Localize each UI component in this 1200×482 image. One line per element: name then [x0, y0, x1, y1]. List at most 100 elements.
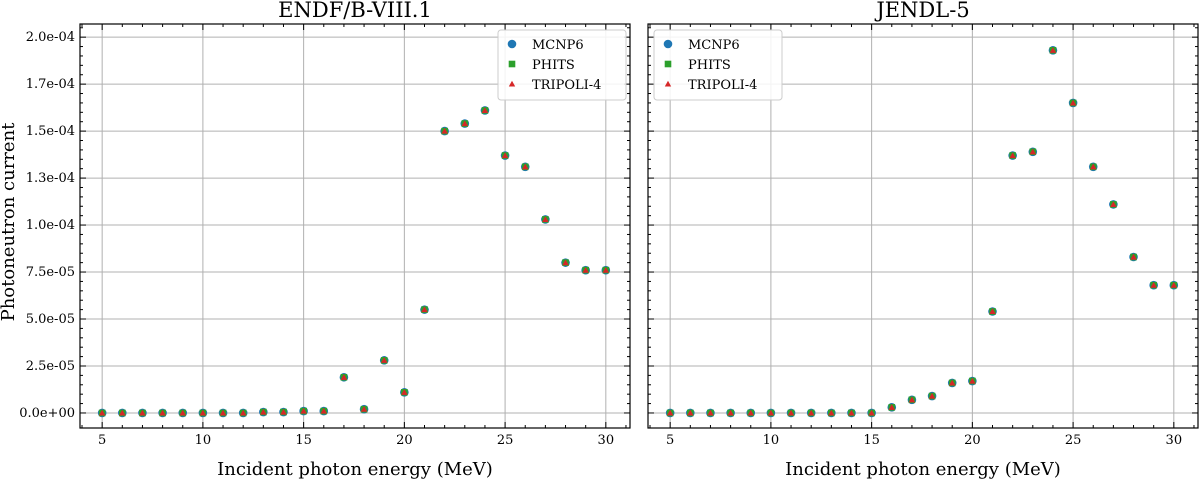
axes-frame	[79, 23, 631, 429]
series-phits	[98, 107, 610, 417]
y-tick-label: 1.5e-04	[26, 124, 75, 139]
data-point	[666, 409, 674, 416]
data-point	[1069, 99, 1077, 106]
data-point	[159, 409, 166, 416]
legend: MCNP6 PHITS TRIPOLI-4	[497, 29, 627, 101]
x-tick-label: 10	[195, 433, 212, 448]
legend-marker	[664, 80, 672, 87]
legend-marker	[663, 39, 673, 49]
y-axis-label: Photoneutron current	[0, 122, 19, 322]
x-tick-label: 30	[1166, 433, 1183, 448]
data-point	[219, 409, 227, 416]
data-point	[562, 259, 569, 266]
data-point	[888, 404, 895, 410]
x-tick-label: 25	[497, 433, 514, 448]
x-axis-label: Incident photon energy (MeV)	[785, 459, 1061, 480]
data-point	[522, 163, 529, 170]
legend-marker	[508, 80, 516, 87]
data-point	[727, 409, 734, 416]
data-point	[501, 152, 509, 159]
legend-marker	[664, 60, 672, 68]
data-point	[787, 409, 795, 416]
y-tick-label: 7.5e-05	[26, 265, 75, 280]
y-tick-label: 1.0e-04	[26, 218, 75, 233]
data-point	[1130, 253, 1137, 260]
x-tick-label: 15	[863, 433, 880, 448]
data-point	[360, 406, 368, 412]
y-tick-label: 0.0e+00	[19, 406, 75, 421]
series-mcnp6	[97, 106, 611, 418]
x-tick-label: 5	[666, 433, 674, 448]
data-point	[139, 409, 146, 416]
data-point	[868, 409, 875, 416]
data-point	[1049, 47, 1057, 53]
legend-label: PHITS	[532, 58, 575, 73]
x-tick-label: 20	[964, 433, 981, 448]
legend-label: TRIPOLI-4	[688, 78, 757, 93]
series-tripoli-4	[98, 107, 610, 416]
data-point	[989, 308, 996, 315]
legend-box	[653, 29, 783, 101]
panel-jendl: 5 10 15 20 25 30 JENDL-5 Incident photon energy…	[647, 0, 1199, 480]
data-point	[320, 407, 327, 414]
data-point	[119, 409, 126, 416]
data-point	[707, 409, 714, 416]
data-point	[381, 357, 388, 363]
data-point	[340, 374, 348, 380]
legend-box	[497, 29, 627, 101]
x-tick-label: 10	[763, 433, 780, 448]
data-point	[260, 408, 267, 415]
data-point	[1110, 201, 1117, 207]
y-tick-label: 1.3e-04	[26, 171, 75, 186]
legend-label: TRIPOLI-4	[532, 78, 601, 93]
series-mcnp6	[665, 46, 1179, 418]
data-point	[421, 306, 428, 313]
x-tick-label: 20	[396, 433, 413, 448]
legend-marker	[507, 39, 517, 49]
y-tick-label: 1.7e-04	[26, 77, 75, 92]
legend-label: MCNP6	[688, 38, 740, 53]
data-point	[199, 409, 207, 416]
data-point	[300, 407, 307, 414]
data-point	[1170, 281, 1178, 288]
data-point	[542, 216, 549, 222]
data-point	[1150, 281, 1157, 288]
data-point	[239, 409, 247, 416]
data-point	[969, 377, 976, 384]
legend-label: MCNP6	[532, 38, 584, 53]
data-point	[441, 127, 448, 134]
legend-marker	[508, 60, 516, 68]
x-axis-label: Incident photon energy (MeV)	[217, 459, 493, 480]
data-point	[98, 409, 106, 416]
y-tick-label: 2.0e-04	[26, 30, 75, 45]
data-point	[179, 409, 186, 416]
x-tick-label: 30	[598, 433, 615, 448]
series-phits	[666, 47, 1178, 417]
data-point	[602, 266, 610, 273]
axes-frame	[647, 23, 1199, 429]
series-tripoli-4	[666, 47, 1178, 416]
data-point	[582, 266, 589, 273]
data-point	[461, 120, 468, 127]
x-tick-label: 25	[1065, 433, 1082, 448]
y-tick-label: 2.5e-05	[26, 359, 75, 374]
data-point	[928, 392, 936, 399]
data-point	[807, 409, 815, 416]
data-point	[949, 379, 956, 386]
data-point	[848, 409, 855, 416]
data-point	[1029, 148, 1036, 155]
chart-title: JENDL-5	[874, 0, 969, 22]
legend-label: PHITS	[688, 58, 731, 73]
data-point	[908, 396, 916, 403]
legend: MCNP6 PHITS TRIPOLI-4	[653, 29, 783, 101]
data-point	[280, 408, 287, 415]
data-point	[1009, 152, 1016, 159]
x-tick-label: 15	[295, 433, 312, 448]
data-point	[687, 409, 694, 416]
data-point	[481, 107, 489, 113]
y-tick-label: 5.0e-05	[26, 312, 75, 327]
data-point	[747, 409, 754, 416]
chart-title: ENDF/B-VIII.1	[278, 0, 432, 22]
data-point	[828, 409, 835, 416]
